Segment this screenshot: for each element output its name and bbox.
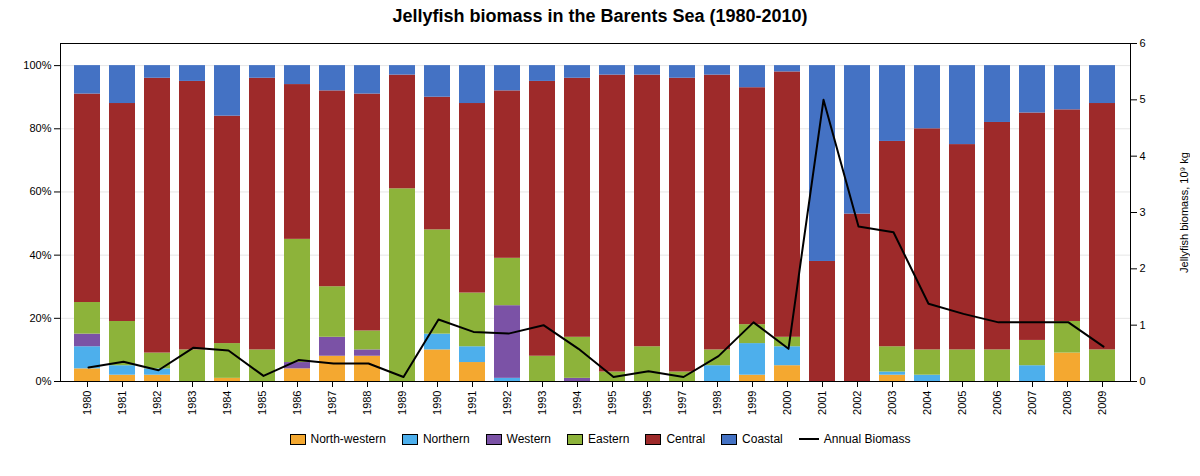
svg-text:1984: 1984	[221, 391, 233, 415]
svg-text:40%: 40%	[29, 249, 51, 261]
svg-text:0: 0	[1140, 375, 1146, 387]
svg-text:1999: 1999	[746, 391, 758, 415]
svg-text:2009: 2009	[1096, 391, 1108, 415]
svg-text:2004: 2004	[921, 391, 933, 415]
svg-text:1988: 1988	[361, 391, 373, 415]
svg-text:2001: 2001	[816, 391, 828, 415]
svg-text:2000: 2000	[781, 391, 793, 415]
svg-text:80%: 80%	[29, 122, 51, 134]
svg-text:1994: 1994	[571, 391, 583, 415]
svg-text:1992: 1992	[501, 391, 513, 415]
svg-text:1982: 1982	[151, 391, 163, 415]
svg-text:2003: 2003	[886, 391, 898, 415]
svg-text:60%: 60%	[29, 185, 51, 197]
svg-text:1989: 1989	[396, 391, 408, 415]
svg-text:2005: 2005	[956, 391, 968, 415]
svg-text:1991: 1991	[466, 391, 478, 415]
svg-text:1996: 1996	[641, 391, 653, 415]
svg-text:1990: 1990	[431, 391, 443, 415]
html-text:Jellyfish biomass in the Baren: Jellyfish biomass in the Barents Sea (19…	[392, 6, 808, 26]
svg-text:2008: 2008	[1061, 391, 1073, 415]
svg-text:Jellyfish biomass, 10⁹ kg: Jellyfish biomass, 10⁹ kg	[1178, 152, 1190, 273]
svg-text:0%: 0%	[36, 375, 52, 387]
html-text:North-western: North-western	[310, 432, 386, 446]
svg-text:20%: 20%	[29, 312, 51, 324]
svg-text:1998: 1998	[711, 391, 723, 415]
svg-text:3: 3	[1140, 206, 1146, 218]
svg-text:1995: 1995	[606, 391, 618, 415]
svg-text:1981: 1981	[116, 391, 128, 415]
svg-text:1987: 1987	[326, 391, 338, 415]
html-text:Eastern: Eastern	[588, 432, 630, 446]
svg-text:5: 5	[1140, 93, 1146, 105]
svg-text:1980: 1980	[81, 391, 93, 415]
svg-text:2007: 2007	[1026, 391, 1038, 415]
svg-text:1983: 1983	[186, 391, 198, 415]
html-text:Western: Western	[506, 432, 551, 446]
svg-text:4: 4	[1140, 150, 1146, 162]
svg-text:100%: 100%	[23, 59, 51, 71]
html-text:Annual Biomass: Annual Biomass	[823, 432, 911, 446]
svg-text:1: 1	[1140, 319, 1146, 331]
html-text:Northern: Northern	[422, 432, 470, 446]
svg-text:2002: 2002	[851, 391, 863, 415]
svg-text:2006: 2006	[991, 391, 1003, 415]
svg-text:1985: 1985	[256, 391, 268, 415]
html-text:Central: Central	[666, 432, 706, 446]
html-text:Coastal: Coastal	[742, 432, 783, 446]
svg-text:2: 2	[1140, 262, 1146, 274]
svg-text:1986: 1986	[291, 391, 303, 415]
svg-text:6: 6	[1140, 37, 1146, 49]
svg-text:1993: 1993	[536, 391, 548, 415]
svg-text:1997: 1997	[676, 391, 688, 415]
